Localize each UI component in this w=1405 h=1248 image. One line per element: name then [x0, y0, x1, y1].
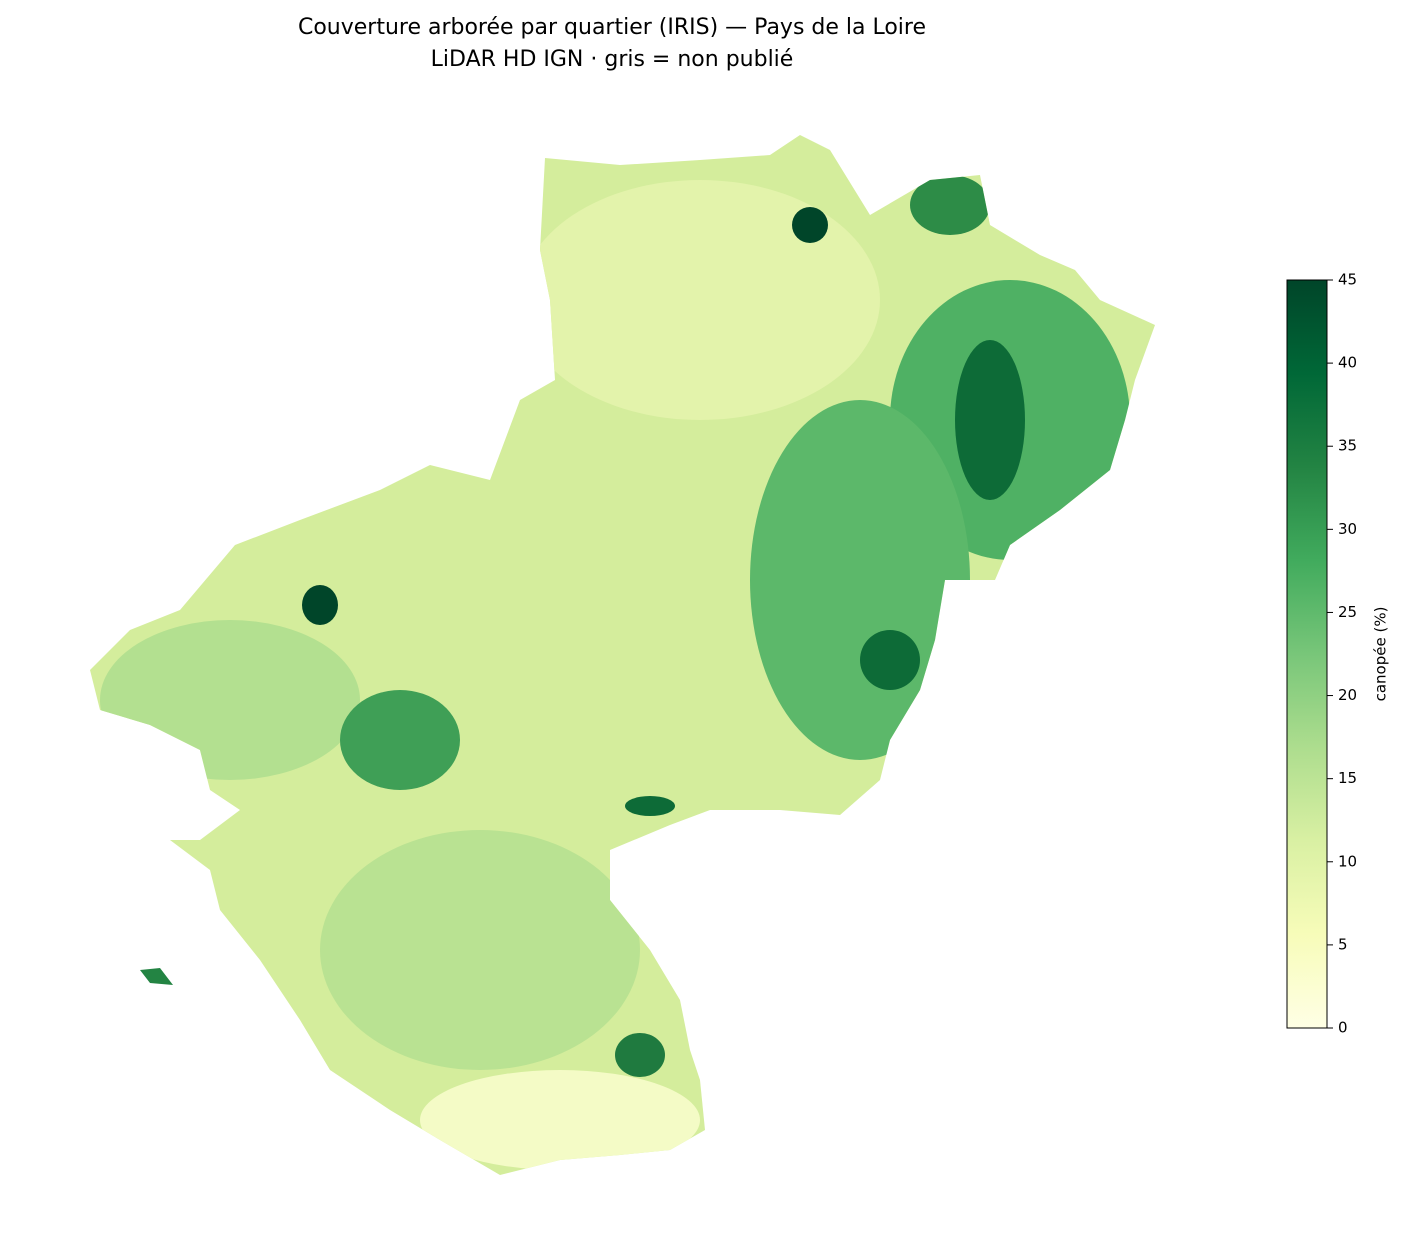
- colorbar: [1286, 279, 1328, 1029]
- colorbar-tick-label: 15: [1338, 769, 1357, 787]
- region-patch: [100, 620, 360, 780]
- colorbar-tick-label: 5: [1338, 935, 1348, 953]
- region-map: [90, 135, 1155, 1175]
- region-patch: [520, 180, 880, 420]
- map-title: Couverture arborée par quartier (IRIS) —…: [298, 15, 926, 40]
- colorbar-tick-label: 40: [1338, 354, 1357, 372]
- colorbar-tick-label: 0: [1338, 1019, 1348, 1037]
- region-patch: [860, 630, 920, 690]
- colorbar-tick-label: 10: [1338, 852, 1357, 870]
- colorbar-tick-label: 25: [1338, 603, 1357, 621]
- region-patch: [615, 1033, 665, 1077]
- region-patch: [340, 690, 460, 790]
- colorbar-tick-label: 35: [1338, 437, 1357, 455]
- region-patch: [955, 340, 1025, 500]
- region-patch: [910, 175, 990, 235]
- region-patch: [320, 830, 640, 1070]
- region-patch: [302, 585, 338, 625]
- region-patch: [792, 207, 828, 243]
- colorbar-tick-label: 45: [1338, 271, 1357, 289]
- colorbar-label: canopée (%): [1372, 607, 1390, 702]
- region-patch: [625, 796, 675, 816]
- colorbar-tick-label: 20: [1338, 686, 1357, 704]
- region-patch: [420, 1070, 700, 1170]
- island: [140, 968, 173, 985]
- region-patch: [750, 400, 970, 760]
- map-subtitle: LiDAR HD IGN · gris = non publié: [431, 47, 794, 72]
- colorbar-tick-label: 30: [1338, 520, 1357, 538]
